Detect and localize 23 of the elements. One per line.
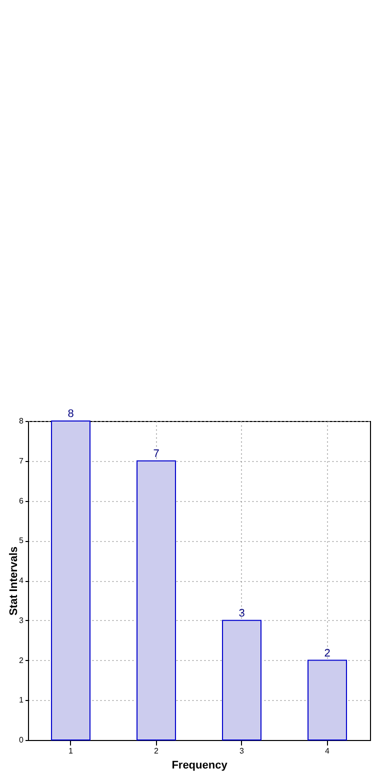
x-tick-label: 3	[240, 746, 245, 756]
y-tick-label: 5	[19, 536, 24, 546]
y-tick-label: 8	[19, 416, 24, 426]
x-tick-label: 4	[325, 746, 330, 756]
data-label: 3	[238, 607, 245, 620]
data-label: 7	[153, 448, 160, 460]
y-tick-label: 7	[19, 456, 24, 466]
y-tick-label: 1	[19, 696, 24, 705]
data-label: 8	[68, 408, 74, 420]
y-tick-label: 6	[19, 496, 24, 506]
bar	[222, 620, 262, 740]
x-tick-label: 2	[154, 746, 160, 756]
bar	[51, 420, 90, 740]
x-tick-label: 1	[68, 746, 74, 756]
y-tick-label: 3	[19, 616, 24, 625]
data-label: 2	[324, 647, 330, 660]
x-axis-title: Frequency	[172, 760, 228, 772]
y-tick-label: 0	[19, 736, 24, 744]
bar	[308, 660, 347, 740]
bar	[136, 460, 176, 740]
y-tick-label: 4	[19, 576, 24, 585]
y-tick-label: 2	[19, 656, 24, 665]
y-axis-title: Stat Intervals	[8, 546, 20, 616]
